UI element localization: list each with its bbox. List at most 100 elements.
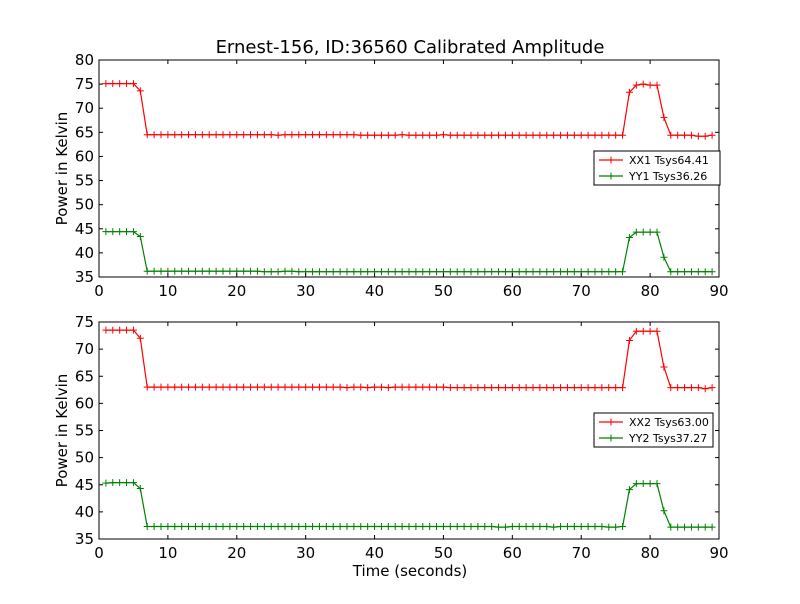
data-point-marker [226, 267, 234, 275]
data-point-marker [398, 268, 406, 276]
data-point-marker [446, 268, 454, 276]
y-tick-label: 60 [75, 147, 94, 165]
data-point-marker [336, 268, 344, 276]
data-point-marker [660, 507, 668, 515]
data-point-marker [522, 268, 530, 276]
data-point-marker [557, 523, 565, 531]
data-point-marker [364, 384, 372, 392]
data-point-marker [501, 268, 509, 276]
data-point-marker [123, 80, 131, 88]
data-point-marker [605, 523, 613, 531]
data-point-marker [605, 268, 613, 276]
data-point-marker [508, 384, 516, 392]
data-point-marker [219, 267, 227, 275]
data-point-marker [171, 383, 179, 391]
data-point-marker [116, 479, 124, 487]
x-tick-label: 20 [227, 544, 246, 562]
data-point-marker [522, 523, 530, 531]
data-point-marker [557, 131, 565, 139]
data-point-marker [357, 131, 365, 139]
data-point-marker [260, 131, 268, 139]
data-point-marker [322, 383, 330, 391]
data-point-marker [116, 326, 124, 334]
data-point-marker [357, 383, 365, 391]
data-point-marker [343, 523, 351, 531]
data-point-marker [185, 383, 193, 391]
data-point-marker [639, 80, 647, 88]
legend-marker [607, 418, 615, 426]
x-tick-label: 10 [158, 282, 177, 300]
data-point-marker [619, 523, 627, 531]
data-point-marker [591, 131, 599, 139]
data-point-marker [550, 384, 558, 392]
data-point-marker [543, 131, 551, 139]
data-point-marker [495, 131, 503, 139]
data-point-marker [315, 268, 323, 276]
data-point-marker [357, 523, 365, 531]
data-point-marker [240, 131, 248, 139]
data-point-marker [309, 268, 317, 276]
data-point-marker [191, 267, 199, 275]
y-tick-label: 65 [75, 367, 94, 385]
data-point-marker [157, 131, 165, 139]
data-point-marker [529, 384, 537, 392]
data-point-marker [274, 131, 282, 139]
data-point-marker [267, 523, 275, 531]
data-point-marker [460, 523, 468, 531]
data-point-marker [674, 523, 682, 531]
data-point-marker [212, 523, 220, 531]
data-point-marker [632, 81, 640, 89]
data-point-marker [371, 131, 379, 139]
data-point-marker [433, 383, 441, 391]
data-point-marker [260, 383, 268, 391]
y-tick-label: 75 [75, 75, 94, 93]
data-point-marker [171, 267, 179, 275]
series-2-1 [102, 326, 716, 393]
data-point-marker [377, 383, 385, 391]
legend: XX1 Tsys64.41 YY1 Tsys36.26 [593, 150, 721, 186]
data-point-marker [295, 131, 303, 139]
data-point-marker [136, 232, 144, 240]
data-point-marker [536, 384, 544, 392]
data-point-marker [550, 268, 558, 276]
data-point-marker [233, 383, 241, 391]
data-point-marker [398, 383, 406, 391]
data-point-marker [570, 523, 578, 531]
x-tick-label: 10 [158, 544, 177, 562]
data-point-marker [495, 384, 503, 392]
data-point-marker [274, 268, 282, 276]
y-tick-label: 35 [75, 268, 94, 286]
data-point-marker [632, 480, 640, 488]
data-point-marker [625, 486, 633, 494]
data-point-marker [398, 523, 406, 531]
data-point-marker [577, 523, 585, 531]
y-tick-label: 65 [75, 123, 94, 141]
data-point-marker [226, 523, 234, 531]
data-point-marker [639, 480, 647, 488]
data-point-marker [219, 383, 227, 391]
data-point-marker [515, 268, 523, 276]
data-point-marker [398, 131, 406, 139]
data-point-marker [281, 383, 289, 391]
data-point-marker [391, 131, 399, 139]
data-point-marker [322, 268, 330, 276]
data-point-marker [467, 384, 475, 392]
data-point-marker [584, 384, 592, 392]
data-point-marker [405, 523, 413, 531]
data-point-marker [639, 228, 647, 236]
y-tick-label: 50 [75, 196, 94, 214]
data-point-marker [315, 383, 323, 391]
data-point-marker [102, 80, 110, 88]
data-point-marker [136, 334, 144, 342]
data-point-marker [343, 384, 351, 392]
x-tick-label: 90 [709, 282, 728, 300]
data-point-marker [419, 268, 427, 276]
data-point-marker [577, 131, 585, 139]
data-point-marker [563, 384, 571, 392]
data-point-marker [247, 523, 255, 531]
x-tick-label: 90 [709, 544, 728, 562]
data-point-marker [708, 268, 716, 276]
data-point-marker [646, 81, 654, 89]
data-point-marker [136, 87, 144, 95]
x-tick-label: 40 [365, 544, 384, 562]
